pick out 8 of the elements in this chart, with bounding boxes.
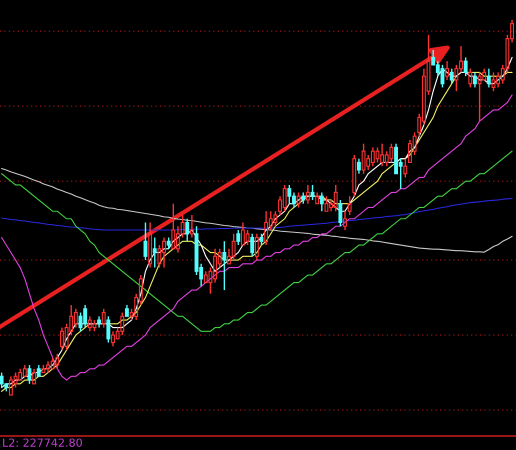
candlestick bbox=[445, 60, 450, 81]
candlestick bbox=[152, 236, 157, 268]
text: L2: 227742.80 bbox=[3, 438, 82, 447]
candlestick bbox=[92, 319, 96, 332]
candlestick bbox=[486, 68, 491, 88]
candlestick bbox=[468, 68, 472, 88]
candlestick bbox=[222, 240, 226, 291]
candlestick bbox=[273, 210, 278, 227]
